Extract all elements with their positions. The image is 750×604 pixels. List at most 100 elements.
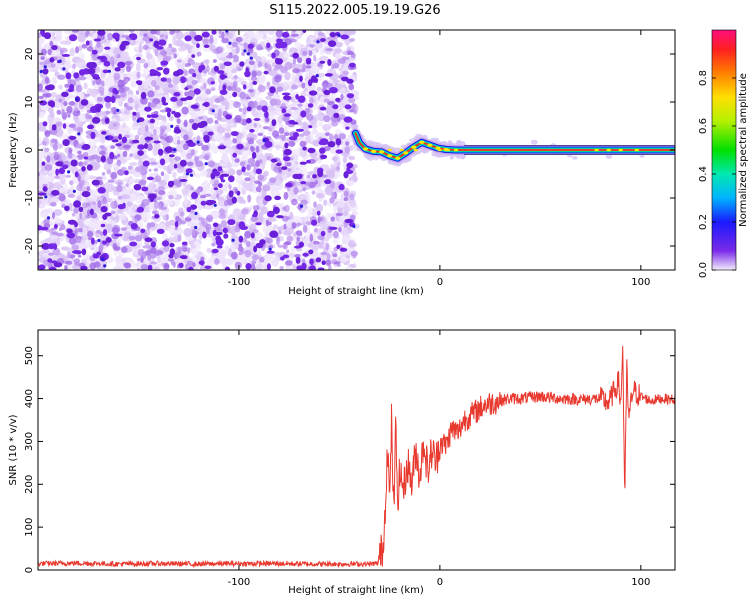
noise-speckle [283, 52, 290, 58]
noise-speckle [68, 237, 77, 245]
noise-speckle [250, 145, 254, 151]
noise-speckle [96, 41, 102, 48]
noise-speckle [135, 53, 143, 58]
noise-speckle [109, 30, 117, 33]
snr-series-line [38, 345, 675, 569]
noise-blob [319, 106, 327, 111]
noise-speckle [292, 101, 298, 107]
noise-speckle [257, 132, 264, 137]
noise-speckle [292, 30, 297, 33]
noise-speckle [160, 206, 167, 210]
noise-blob [302, 30, 307, 34]
noise-speckle [135, 62, 141, 73]
noise-speckle [248, 80, 254, 91]
noise-blob [66, 228, 73, 234]
noise-blob-dark [77, 132, 81, 136]
noise-speckle [175, 31, 184, 40]
noise-blob [336, 244, 341, 249]
noise-blob [191, 122, 199, 131]
spectrogram-x-tick-label: -100 [228, 277, 251, 288]
noise-blob [264, 195, 272, 202]
noise-blob-dark [196, 140, 200, 144]
noise-speckle [233, 74, 238, 80]
noise-speckle [333, 171, 341, 178]
noise-speckle [285, 260, 293, 266]
noise-blob [220, 75, 228, 79]
noise-blob [309, 265, 316, 270]
noise-speckle [299, 140, 307, 148]
noise-blob-dark [337, 33, 341, 38]
noise-speckle [266, 81, 271, 87]
noise-speckle [218, 95, 224, 101]
noise-speckle [105, 81, 115, 87]
noise-speckle [51, 231, 58, 235]
noise-speckle [252, 111, 260, 118]
noise-speckle [69, 184, 75, 191]
noise-speckle [121, 166, 127, 171]
noise-blob [49, 57, 55, 63]
colorbar-tick-label: 0.2 [698, 214, 709, 230]
noise-blob [42, 121, 48, 127]
noise-speckle [296, 222, 302, 227]
noise-speckle [278, 134, 286, 139]
noise-speckle [211, 148, 218, 154]
noise-speckle [190, 90, 195, 99]
noise-speckle [67, 114, 71, 118]
noise-speckle [52, 143, 58, 151]
noise-speckle [211, 36, 218, 46]
noise-speckle [58, 192, 63, 198]
signal-halo-speckle [530, 139, 538, 145]
noise-speckle [46, 155, 51, 163]
noise-blob [312, 174, 317, 179]
noise-speckle [203, 82, 207, 90]
noise-speckle [173, 53, 177, 59]
noise-blob [236, 143, 244, 150]
noise-speckle [265, 237, 273, 244]
noise-blob [314, 77, 319, 84]
noise-speckle [191, 46, 199, 56]
noise-speckle [279, 265, 284, 270]
noise-speckle [292, 200, 299, 205]
noise-speckle [39, 212, 50, 219]
noise-speckle [66, 251, 72, 258]
noise-speckle [199, 127, 205, 133]
noise-speckle [276, 236, 280, 242]
noise-blob [149, 118, 155, 124]
signal-peak-blob [411, 145, 417, 149]
noise-speckle [209, 34, 214, 42]
noise-speckle [292, 68, 301, 74]
noise-blob [338, 183, 345, 191]
noise-speckle [42, 93, 50, 98]
noise-speckle [53, 184, 61, 189]
noise-speckle [93, 219, 103, 230]
signal-peak-blob [387, 148, 392, 152]
noise-speckle [177, 46, 186, 52]
noise-blob [269, 230, 279, 238]
noise-blob [319, 60, 326, 64]
noise-blob [253, 118, 261, 121]
noise-speckle [139, 121, 147, 130]
noise-blob [316, 210, 321, 216]
noise-blob [115, 143, 122, 147]
noise-speckle [91, 163, 101, 169]
noise-speckle [82, 161, 88, 166]
noise-blob [285, 182, 293, 188]
noise-speckle [49, 198, 60, 204]
noise-blob [281, 108, 287, 114]
noise-speckle [184, 91, 189, 97]
noise-speckle [198, 116, 204, 120]
noise-speckle [247, 139, 255, 145]
noise-speckle [299, 68, 306, 73]
noise-speckle [78, 137, 85, 143]
noise-blob [295, 128, 304, 132]
spectrogram-y-tick-label: -10 [24, 190, 35, 206]
noise-speckle [154, 85, 160, 91]
noise-speckle [176, 99, 184, 107]
noise-blob [64, 205, 70, 211]
noise-speckle [344, 146, 351, 154]
noise-blob [141, 186, 149, 192]
noise-speckle [132, 30, 141, 34]
noise-speckle [172, 35, 177, 46]
noise-speckle [266, 105, 275, 112]
noise-speckle [164, 34, 169, 40]
